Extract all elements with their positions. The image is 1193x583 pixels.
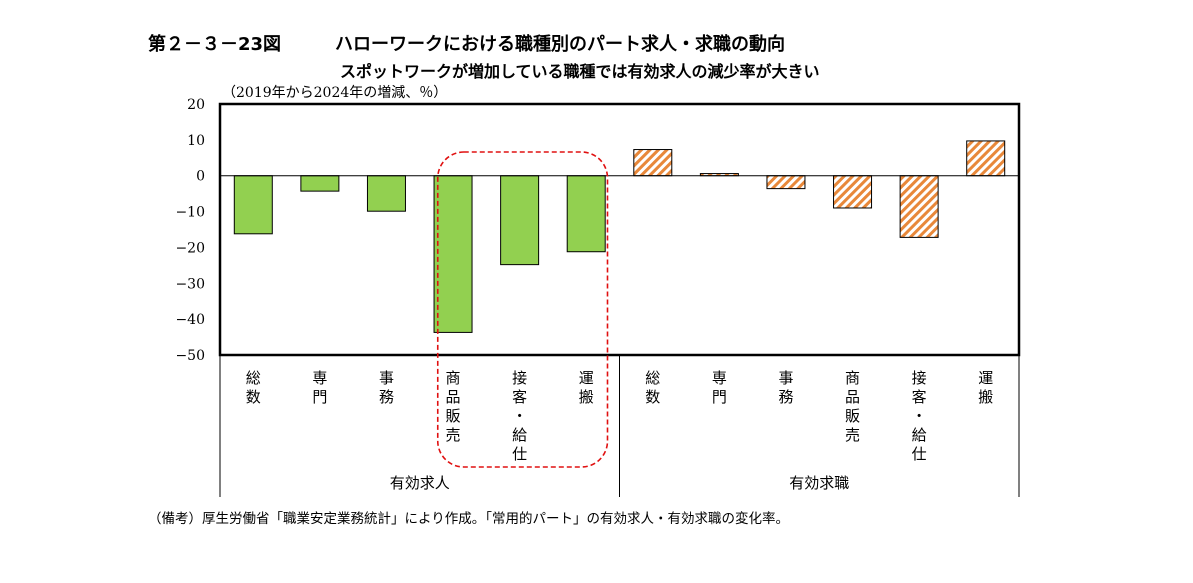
category-label-char: 運 — [978, 369, 993, 387]
bar-seekers-2 — [766, 175, 806, 190]
category-label-char: 品 — [446, 388, 461, 406]
category-label-char: 客 — [912, 388, 927, 406]
x-axis-groups: 有効求人 有効求職 — [219, 355, 1020, 497]
category-label-char: 品 — [845, 388, 860, 406]
category-label-char: 門 — [312, 388, 327, 406]
group-label: 有効求職 — [789, 474, 849, 492]
y-axis-unit-label: （2019年から2024年の増減、％） — [222, 85, 448, 101]
category-label-char: 総 — [246, 369, 261, 387]
category-label-char: 売 — [845, 426, 860, 444]
y-tick-label: −50 — [175, 348, 205, 364]
y-tick-label: −40 — [175, 312, 205, 328]
category-label-char: 販 — [845, 407, 860, 425]
highlight-rounded-box — [436, 151, 609, 468]
category-label-char: 務 — [379, 388, 394, 406]
bar-offers-2 — [366, 175, 406, 212]
category-label-char: 専 — [712, 369, 727, 387]
y-tick-label: 20 — [187, 97, 205, 113]
category-label-char: 給 — [912, 426, 927, 444]
category-label-char: 事 — [379, 369, 394, 387]
category-label-char: 商 — [446, 369, 461, 387]
category-label-char: 務 — [778, 388, 793, 406]
figure-number: 第２－３－23図 — [148, 34, 282, 55]
chart-title: ハローワークにおける職種別のパート求人・求職の動向 — [335, 34, 785, 55]
chart-subtitle: スポットワークが増加している職種では有効求人の減少率が大きい — [340, 62, 820, 81]
highlight-box — [436, 151, 609, 468]
source-note: （備考）厚生労働省「職業安定業務統計」により作成。「常用的パート」の有効求人・有… — [148, 511, 789, 527]
category-label-char: 門 — [712, 388, 727, 406]
bar-offers-1 — [300, 175, 340, 192]
bar-seekers-4 — [899, 175, 939, 238]
category-label-char: 仕 — [512, 445, 527, 463]
bar-seekers-3 — [833, 175, 873, 209]
category-label-char: 給 — [512, 426, 527, 444]
category-label-char: 総 — [645, 369, 660, 387]
bar-seekers-5 — [966, 140, 1006, 177]
plot-frame — [218, 102, 1021, 357]
group-label: 有効求人 — [390, 474, 450, 492]
y-tick-label: −10 — [175, 205, 205, 221]
category-label-char: 接 — [912, 369, 927, 387]
category-label-char: 数 — [246, 388, 261, 406]
y-tick-label: −20 — [175, 240, 205, 256]
category-label-char: ・ — [512, 407, 527, 425]
y-tick-label: −30 — [175, 276, 205, 292]
y-tick-label: 0 — [196, 169, 205, 185]
category-label-char: 接 — [512, 369, 527, 387]
bar-offers-5 — [566, 175, 606, 253]
bars — [233, 140, 1006, 333]
category-label-char: 売 — [446, 426, 461, 444]
category-label-char: 数 — [645, 388, 660, 406]
category-label-char: ・ — [912, 407, 927, 425]
category-label-char: 商 — [845, 369, 860, 387]
bar-offers-0 — [233, 175, 273, 235]
category-label-char: 客 — [512, 388, 527, 406]
category-label-char: 事 — [778, 369, 793, 387]
bar-offers-4 — [500, 175, 540, 266]
category-label-char: 搬 — [978, 388, 993, 406]
category-label-char: 専 — [312, 369, 327, 387]
y-tick-label: 10 — [187, 133, 205, 149]
category-label-char: 搬 — [579, 388, 594, 406]
y-axis-ticks: 20 10 0 −10 −20 −30 −40 −50 — [175, 97, 205, 364]
category-label-char: 運 — [579, 369, 594, 387]
bar-seekers-0 — [633, 149, 673, 177]
plot-border — [218, 102, 1021, 357]
category-label-char: 販 — [446, 407, 461, 425]
category-label-char: 仕 — [912, 445, 927, 463]
bar-offers-3 — [433, 175, 473, 333]
